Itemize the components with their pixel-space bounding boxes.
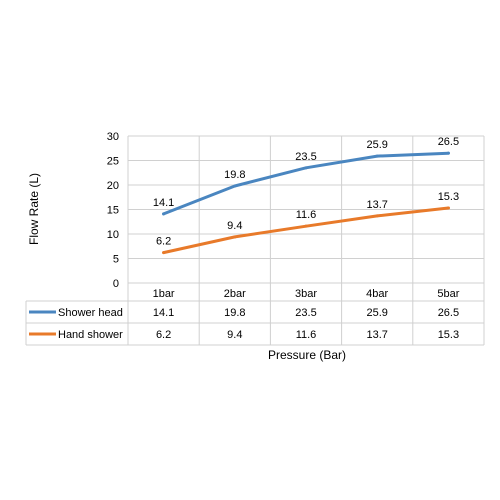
data-label: 13.7 — [366, 199, 387, 211]
series-layer — [162, 151, 450, 255]
data-point — [446, 151, 450, 155]
data-point — [304, 224, 308, 228]
x-tick-label: 1bar — [153, 288, 175, 300]
data-point — [233, 184, 237, 188]
data-label: 11.6 — [296, 209, 317, 221]
data-labels: 14.1 19.8 23.5 25.9 26.5 6.2 9.4 11.6 13.7 15.3 — [153, 136, 459, 247]
table-cell: 26.5 — [438, 307, 459, 319]
x-tick-label: 2bar — [224, 288, 246, 300]
y-tick-label: 5 — [113, 254, 119, 266]
data-label: 25.9 — [366, 139, 387, 151]
table-cell: 13.7 — [366, 329, 387, 341]
data-label: 15.3 — [438, 191, 459, 203]
table-cell: 9.4 — [227, 329, 242, 341]
table-cell: 15.3 — [438, 329, 459, 341]
table-cell: 14.1 — [153, 307, 174, 319]
table-cell: 19.8 — [224, 307, 245, 319]
data-point — [233, 235, 237, 239]
data-point — [375, 214, 379, 218]
grid-layer: 0 5 10 15 20 25 30 — [107, 131, 485, 345]
data-table: 1bar 2bar 3bar 4bar 5bar Shower head 14.1 19.8 2… — [25, 288, 484, 346]
table-cell: 25.9 — [366, 307, 387, 319]
y-tick-label: 30 — [107, 131, 119, 143]
y-axis-title: Flow Rate (L) — [27, 173, 41, 245]
x-tick-label: 3bar — [295, 288, 317, 300]
data-label: 14.1 — [153, 197, 174, 209]
y-tick-label: 10 — [107, 229, 119, 241]
data-point — [162, 251, 166, 255]
table-cell: 11.6 — [296, 329, 317, 341]
x-tick-label: 4bar — [366, 288, 388, 300]
legend-label: Hand shower — [58, 329, 123, 341]
data-label: 9.4 — [227, 220, 242, 232]
data-label: 19.8 — [224, 169, 245, 181]
data-label: 6.2 — [156, 236, 171, 248]
data-point — [162, 212, 166, 216]
table-cell: 23.5 — [295, 307, 316, 319]
data-point — [304, 166, 308, 170]
x-axis-title: Pressure (Bar) — [268, 348, 346, 362]
y-tick-label: 15 — [107, 205, 119, 217]
legend-label: Shower head — [58, 307, 123, 319]
y-tick-label: 0 — [113, 278, 119, 290]
y-tick-label: 20 — [107, 180, 119, 192]
x-tick-label: 5bar — [437, 288, 459, 300]
y-tick-label: 25 — [107, 156, 119, 168]
data-label: 23.5 — [295, 151, 316, 163]
data-point — [375, 154, 379, 158]
data-label: 26.5 — [438, 136, 459, 148]
table-cell: 6.2 — [156, 329, 171, 341]
data-point — [446, 206, 450, 210]
